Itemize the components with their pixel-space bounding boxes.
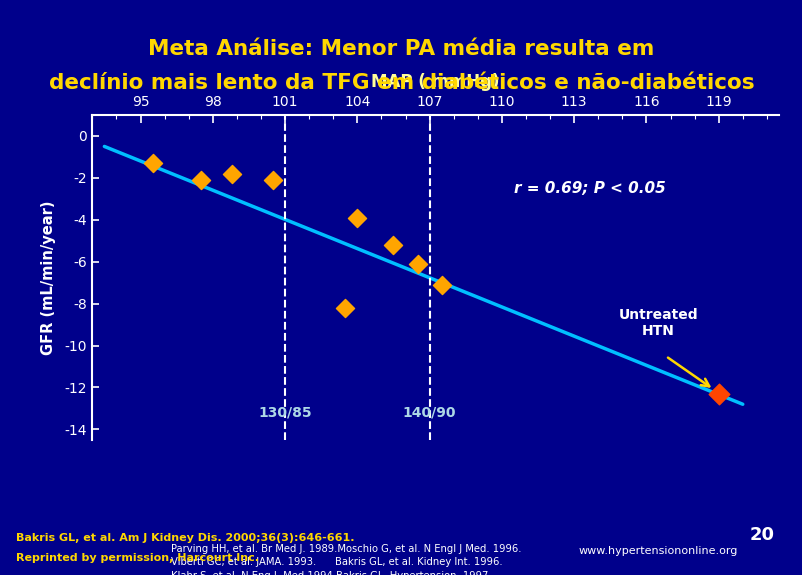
Point xyxy=(338,303,351,312)
Point xyxy=(194,175,207,185)
Point xyxy=(350,213,363,223)
Text: declínio mais lento da TFG em diabéticos e não-diabéticos: declínio mais lento da TFG em diabéticos… xyxy=(49,74,753,93)
Point xyxy=(266,175,279,185)
Point xyxy=(387,240,399,250)
Text: 140/90: 140/90 xyxy=(403,405,456,420)
Text: 20: 20 xyxy=(749,526,774,544)
Text: Reprinted by permission, Harcourt Inc.: Reprinted by permission, Harcourt Inc. xyxy=(16,553,259,563)
Text: Untreated
HTN: Untreated HTN xyxy=(618,308,698,338)
Y-axis label: GFR (mL/min/year): GFR (mL/min/year) xyxy=(41,200,56,355)
Point xyxy=(711,389,724,398)
Text: Parving HH, et al. Br Med J. 1989.Moschio G, et al. N Engl J Med. 1996.
Viberti : Parving HH, et al. Br Med J. 1989.Moschi… xyxy=(171,544,521,575)
Text: Meta Análise: Menor PA média resulta em: Meta Análise: Menor PA média resulta em xyxy=(148,39,654,59)
X-axis label: MAP ( mmHg): MAP ( mmHg) xyxy=(371,73,500,91)
Text: www.hypertensiononline.org: www.hypertensiononline.org xyxy=(577,546,736,556)
Point xyxy=(225,169,238,178)
Point xyxy=(146,159,159,168)
Point xyxy=(411,259,423,269)
Text: Bakris GL, et al. Am J Kidney Dis. 2000;36(3):646-661.: Bakris GL, et al. Am J Kidney Dis. 2000;… xyxy=(16,532,354,543)
Point xyxy=(435,280,448,289)
Text: 130/85: 130/85 xyxy=(258,405,311,420)
Text: r = 0.69; P < 0.05: r = 0.69; P < 0.05 xyxy=(513,181,665,196)
